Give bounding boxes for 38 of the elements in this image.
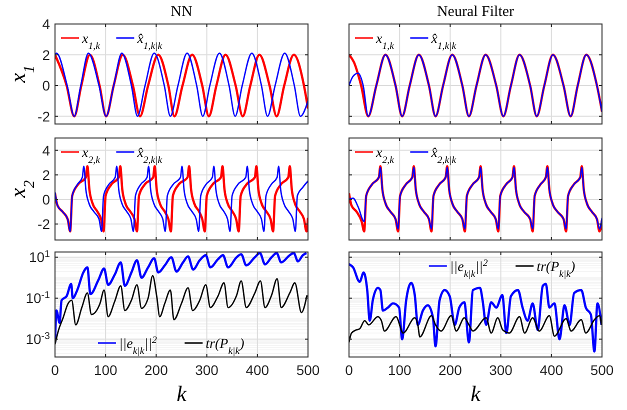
x-axis-title: k: [470, 381, 482, 406]
y-tick-label: 2: [42, 46, 50, 63]
chart-title: Neural Filter: [436, 4, 514, 20]
legend-label: x̂$_{1,k|k}$: [136, 32, 163, 52]
chart-title: NN: [170, 4, 192, 20]
legend-label: x$_{1,k}$: [375, 32, 395, 52]
x-tick-label: 200: [144, 362, 168, 378]
legend-label: ||e$_{k|k}$||$^{2}$: [118, 334, 157, 356]
x-tick-label: 0: [345, 362, 354, 378]
legend-label: tr(P$_{k|k}$): [536, 260, 576, 280]
x-tick-label: 300: [489, 362, 513, 378]
legend-label: tr(P$_{k|k}$): [206, 337, 245, 356]
y-tick-label: 0: [42, 191, 50, 208]
y-tick-label: 10$^{-3}$: [26, 330, 51, 348]
x-tick-label: 200: [438, 362, 462, 378]
legend-label: x̂$_{1,k|k}$: [430, 32, 457, 52]
x-tick-label: 500: [296, 362, 320, 378]
y-tick-label: 10$^{1}$: [28, 248, 50, 266]
legend-label: x̂$_{2,k|k}$: [430, 146, 457, 166]
y-tick-label: 10$^{-1}$: [26, 290, 50, 306]
y-tick-label: 0: [42, 78, 50, 94]
x-tick-label: 300: [195, 362, 219, 378]
y-tick-label: 2: [42, 166, 50, 183]
legend-label: x$_{1,k}$: [81, 32, 101, 52]
y-tick-label: 4: [42, 142, 50, 158]
x-tick-label: 400: [540, 362, 564, 378]
y-tick-label: -2: [38, 108, 50, 124]
y-tick-label: 4: [42, 16, 50, 32]
x-tick-label: 400: [246, 362, 270, 378]
legend-label: ||e$_{k|k}$||$^{2}$: [450, 258, 488, 280]
legend-label: x$_{2,k}$: [375, 146, 395, 166]
y-tick-label: -2: [38, 216, 50, 232]
x-axis-title: k: [176, 381, 188, 406]
x-tick-label: 100: [388, 362, 412, 378]
legend-label: x̂$_{2,k|k}$: [136, 146, 163, 166]
x-tick-label: 500: [590, 362, 614, 378]
legend-label: x$_{2,k}$: [81, 146, 101, 166]
x-tick-label: 100: [94, 362, 118, 378]
